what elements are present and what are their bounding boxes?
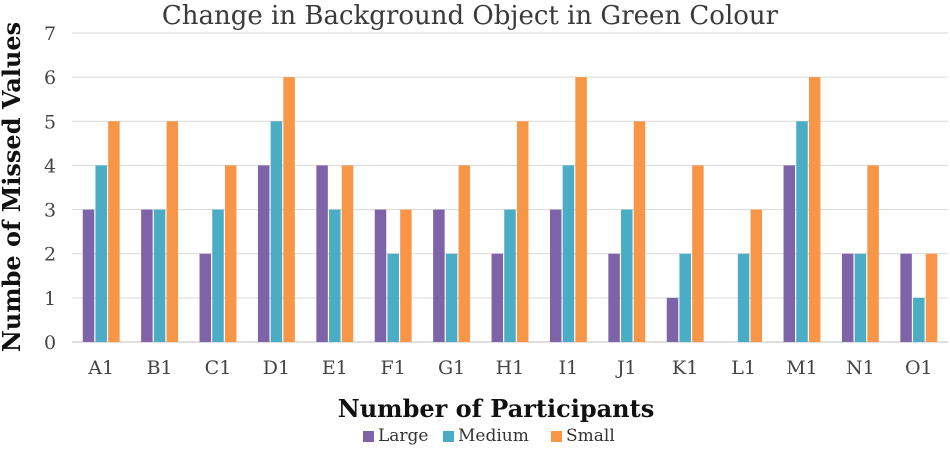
bar-large-g1 (433, 209, 445, 342)
x-tick-label: L1 (731, 357, 756, 379)
x-tick-label: C1 (205, 357, 232, 379)
y-tick-label: 6 (44, 67, 56, 89)
bar-large-k1 (666, 297, 679, 342)
bar-small-f1 (400, 209, 412, 342)
bar-large-i1 (549, 209, 562, 342)
x-tick-label: H1 (496, 357, 525, 379)
bar-large-h1 (491, 253, 504, 342)
bar-small-j1 (633, 121, 646, 343)
x-tick-label: M1 (786, 357, 818, 379)
bar-medium-n1 (854, 253, 867, 342)
x-tick-label: O1 (905, 357, 933, 379)
bar-large-j1 (608, 253, 620, 342)
bar-small-h1 (516, 121, 529, 343)
y-tick-label: 0 (44, 332, 56, 354)
bar-medium-a1 (95, 165, 107, 342)
bar-large-f1 (374, 209, 387, 342)
legend-swatch-large (363, 431, 374, 442)
y-tick-label: 2 (44, 244, 56, 266)
y-tick-label: 5 (44, 111, 56, 133)
y-tick-label: 7 (44, 23, 56, 45)
bar-medium-f1 (387, 253, 399, 342)
chart-title: Change in Background Object in Green Col… (162, 1, 779, 31)
bar-small-n1 (867, 165, 879, 342)
bar-small-d1 (283, 77, 295, 343)
x-tick-label: E1 (322, 357, 348, 379)
bar-large-o1 (900, 253, 912, 342)
bar-medium-j1 (621, 209, 633, 342)
x-tick-label: K1 (672, 357, 698, 379)
x-tick-label: D1 (263, 357, 290, 379)
legend-label-small: Small (566, 426, 615, 446)
x-tick-label: B1 (147, 357, 173, 379)
bar-large-b1 (141, 209, 153, 342)
y-axis-title: Numbe of Missed Values (0, 22, 26, 352)
y-tick-label: 3 (44, 200, 56, 222)
bar-small-m1 (808, 77, 821, 343)
bar-large-a1 (82, 209, 95, 342)
legend: Large Medium Small (363, 426, 615, 446)
bar-medium-c1 (212, 209, 224, 342)
x-tick-label: A1 (87, 357, 114, 379)
bar-medium-b1 (153, 209, 166, 342)
bar-medium-k1 (679, 253, 691, 342)
bar-medium-h1 (504, 209, 516, 342)
x-tick-label: I1 (559, 357, 579, 379)
bars (82, 77, 938, 343)
bar-large-d1 (257, 165, 270, 342)
bar-medium-e1 (329, 209, 341, 342)
legend-swatch-medium (443, 431, 454, 442)
bar-medium-i1 (562, 165, 575, 342)
legend-swatch-small (551, 431, 562, 442)
bar-large-e1 (316, 165, 328, 342)
bar-small-i1 (575, 77, 587, 343)
x-tick-label: G1 (438, 357, 465, 379)
bar-medium-g1 (445, 253, 458, 342)
bar-medium-m1 (796, 121, 808, 343)
bar-medium-d1 (270, 121, 283, 343)
x-axis-ticks: A1 B1 C1 D1 E1 F1 G1 H1 I1 J1 K1 L1 M1 N1 O1 (87, 357, 932, 379)
bar-small-a1 (108, 121, 120, 343)
bar-small-c1 (224, 165, 237, 342)
bar-large-m1 (783, 165, 796, 342)
bar-medium-o1 (913, 297, 925, 342)
x-axis-title: Number of Participants (338, 394, 654, 423)
bar-large-c1 (199, 253, 212, 342)
x-tick-label: J1 (615, 357, 637, 379)
bar-small-e1 (341, 165, 354, 342)
legend-label-medium: Medium (458, 426, 529, 446)
y-tick-label: 1 (44, 288, 56, 310)
bar-large-n1 (841, 253, 854, 342)
bar-small-k1 (692, 165, 704, 342)
bar-small-g1 (458, 165, 471, 342)
y-tick-label: 4 (44, 155, 56, 177)
x-tick-label: F1 (381, 357, 406, 379)
bar-small-b1 (166, 121, 179, 343)
bar-small-o1 (925, 253, 938, 342)
x-tick-label: N1 (846, 357, 875, 379)
y-axis-ticks: 0 1 2 3 4 5 6 7 (44, 23, 56, 354)
bar-small-l1 (750, 209, 763, 342)
bar-medium-l1 (737, 253, 750, 342)
legend-label-large: Large (378, 426, 429, 446)
